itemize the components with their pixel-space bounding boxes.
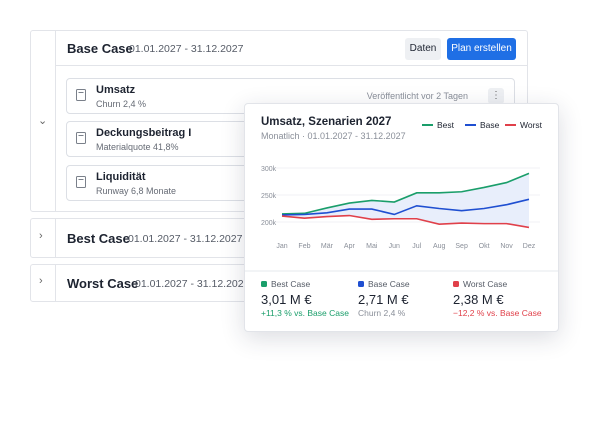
x-tick-label: Feb [298, 243, 310, 250]
x-tick-label: Apr [344, 243, 356, 250]
item-title: Umsatz [96, 84, 136, 96]
item-title: Liquidität [96, 171, 146, 183]
summary-value: 2,38 M € [453, 292, 504, 307]
summary-note: −12,2 % vs. Base Case [453, 308, 542, 318]
divider [55, 265, 56, 301]
scenario-dates: 01.01.2027 - 31.12.2027 [128, 233, 243, 245]
summary-dot [261, 281, 267, 287]
x-tick-label: Jul [412, 243, 421, 250]
x-tick-label: Sep [455, 243, 468, 250]
summary-label: Base Case [368, 279, 410, 289]
summary-label: Worst Case [463, 279, 508, 289]
x-tick-label: Jun [389, 243, 400, 250]
legend-label: Best [437, 120, 455, 130]
summary-dot [358, 281, 364, 287]
expand-toggle[interactable]: › [39, 230, 43, 242]
summary-note: +11,3 % vs. Base Case [261, 308, 349, 318]
chart-subtitle: Monatlich · 01.01.2027 - 31.12.2027 [261, 131, 406, 141]
legend-label: Base [480, 120, 500, 130]
chart-title: Umsatz, Szenarien 2027 [261, 116, 391, 128]
expand-toggle[interactable]: › [39, 275, 43, 287]
summary-label: Best Case [271, 279, 310, 289]
menu-button[interactable]: ⋮ [488, 88, 504, 104]
summary-value: 3,01 M € [261, 292, 312, 307]
panel-dates: 01.01.2027 - 31.12.2027 [129, 43, 244, 55]
panel-title: Base Case [67, 41, 133, 56]
series-line [281, 198, 530, 216]
calc-icon [76, 89, 86, 101]
series-line [281, 214, 530, 229]
x-tick-label: Mai [366, 243, 378, 250]
item-subtitle: Churn 2,4 % [96, 99, 147, 109]
divider [55, 219, 56, 257]
summary-dot [453, 281, 459, 287]
calc-icon [76, 176, 86, 188]
divider [55, 31, 56, 211]
summary-note: Churn 2,4 % [358, 308, 406, 318]
y-tick-label: 200k [261, 220, 277, 227]
x-tick-label: Aug [433, 243, 446, 250]
range-band [282, 173, 529, 228]
scenario-title: Worst Case [67, 276, 139, 291]
legend-label: Worst [520, 120, 543, 130]
scenario-title: Best Case [67, 231, 130, 246]
calc-icon [76, 132, 86, 144]
x-tick-label: Mär [321, 243, 334, 250]
y-tick-label: 300k [261, 166, 277, 173]
chart-card: Umsatz, Szenarien 2027 Monatlich · 01.01… [244, 103, 559, 332]
item-subtitle: Materialquote 41,8% [96, 142, 179, 152]
item-subtitle: Runway 6,8 Monate [96, 186, 177, 196]
chart: Umsatz, Szenarien 2027 Monatlich · 01.01… [245, 116, 558, 318]
item-title: Deckungsbeitrag I [96, 127, 192, 139]
item-status: Veröffentlicht vor 2 Tagen [366, 91, 468, 101]
collapse-toggle[interactable]: ⌄ [38, 115, 48, 127]
data-button[interactable]: Daten [405, 38, 441, 60]
x-tick-label: Nov [500, 243, 513, 250]
create-plan-button[interactable]: Plan erstellen [447, 38, 516, 60]
x-tick-label: Okt [479, 243, 490, 250]
scenario-dates: 01.01.2027 - 31.12.2027 [135, 278, 250, 290]
x-tick-label: Dez [523, 243, 536, 250]
series-line [281, 172, 530, 215]
x-tick-label: Jan [276, 243, 287, 250]
y-tick-label: 250k [261, 193, 277, 200]
divider [55, 65, 527, 66]
summary-value: 2,71 M € [358, 292, 409, 307]
